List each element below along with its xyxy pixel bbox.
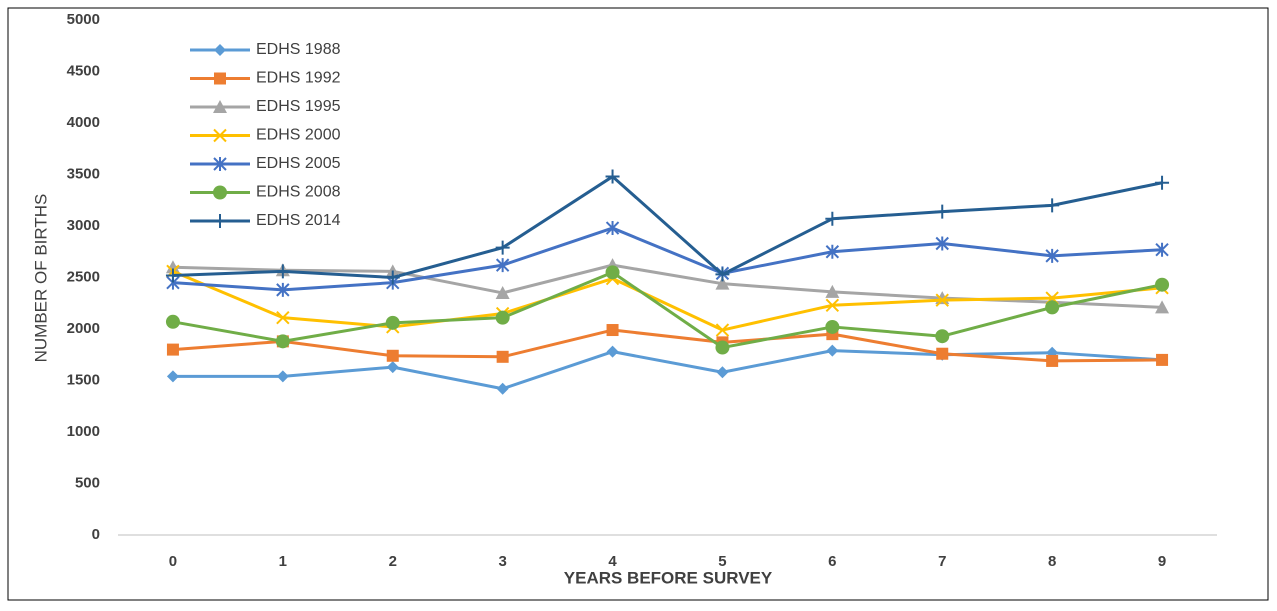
legend-marker	[214, 72, 226, 85]
x-tick-label: 7	[938, 553, 946, 570]
marker	[495, 240, 510, 255]
marker	[715, 267, 730, 282]
marker	[385, 315, 400, 330]
marker	[825, 319, 840, 334]
y-tick-label: 4000	[67, 114, 100, 131]
marker	[386, 349, 399, 362]
marker	[1046, 354, 1059, 367]
marker	[715, 276, 730, 290]
marker	[935, 204, 950, 219]
marker	[495, 285, 510, 299]
x-tick-label: 5	[718, 553, 726, 570]
x-tick-label: 0	[169, 553, 177, 570]
marker	[935, 329, 950, 344]
series-line	[172, 270, 1163, 350]
x-tick-label: 2	[389, 553, 397, 570]
marker	[605, 265, 620, 280]
marker	[1156, 353, 1169, 366]
marker	[606, 324, 619, 337]
legend-label: EDHS 2000	[256, 127, 341, 144]
y-tick-label: 1500	[67, 371, 100, 388]
y-tick-label: 500	[75, 474, 100, 491]
marker	[825, 244, 840, 259]
series-line	[172, 349, 1163, 391]
x-tick-label: 8	[1048, 553, 1056, 570]
marker	[935, 293, 949, 307]
x-tick-label: 6	[828, 553, 836, 570]
marker	[1155, 277, 1170, 292]
y-tick-label: 5000	[67, 11, 100, 28]
legend-label: EDHS 2014	[256, 212, 341, 229]
marker	[1155, 300, 1170, 314]
marker	[1155, 175, 1170, 190]
marker	[605, 169, 620, 184]
legend-marker	[213, 185, 227, 200]
marker	[935, 236, 949, 251]
marker	[606, 345, 619, 358]
marker	[165, 314, 180, 329]
marker	[605, 221, 620, 236]
legend-label: EDHS 2005	[256, 155, 341, 172]
marker	[1045, 300, 1060, 315]
legend-label: EDHS 1992	[256, 70, 341, 87]
series-line	[172, 175, 1163, 279]
marker	[166, 370, 179, 383]
x-axis-title: YEARS BEFORE SURVEY	[564, 568, 773, 587]
legend-label: EDHS 1988	[256, 41, 341, 58]
y-tick-label: 3000	[67, 217, 100, 234]
legend-label: EDHS 2008	[256, 184, 341, 201]
y-tick-label: 1000	[67, 423, 100, 440]
marker	[715, 323, 730, 337]
series-line	[172, 226, 1163, 292]
marker	[275, 264, 290, 279]
y-tick-label: 2000	[67, 320, 100, 337]
series-line	[172, 328, 1163, 363]
marker	[1155, 242, 1169, 257]
marker	[166, 343, 179, 356]
marker	[165, 260, 180, 274]
marker	[826, 344, 839, 357]
series-line	[172, 269, 1163, 332]
x-tick-label: 3	[498, 553, 506, 570]
marker	[825, 284, 840, 298]
legend-marker	[213, 214, 227, 228]
marker	[495, 310, 510, 325]
marker	[716, 366, 729, 379]
marker	[386, 361, 399, 374]
legend-marker	[213, 128, 227, 143]
marker	[385, 270, 400, 285]
x-tick-label: 4	[608, 553, 617, 570]
legend-label: EDHS 1995	[256, 98, 341, 115]
marker	[936, 347, 949, 360]
marker	[825, 298, 840, 313]
legend-marker	[213, 157, 227, 171]
marker	[496, 382, 509, 395]
marker	[1045, 248, 1059, 263]
marker	[276, 282, 290, 297]
y-tick-label: 0	[92, 526, 100, 543]
marker	[276, 310, 290, 325]
marker	[825, 211, 840, 226]
legend-marker	[214, 44, 226, 56]
marker	[715, 340, 730, 355]
marker	[495, 258, 510, 273]
y-tick-label: 3500	[67, 165, 100, 182]
x-tick-label: 9	[1158, 553, 1166, 570]
y-tick-label: 2500	[67, 268, 100, 285]
marker	[275, 334, 290, 349]
x-tick-label: 1	[279, 553, 287, 570]
y-axis-title: NUMBER OF BIRTHS	[31, 194, 50, 363]
marker	[496, 350, 509, 363]
marker	[165, 268, 180, 283]
legend-marker	[213, 100, 227, 113]
marker	[1045, 198, 1060, 213]
y-tick-label: 4500	[67, 62, 100, 79]
marker	[276, 370, 289, 383]
